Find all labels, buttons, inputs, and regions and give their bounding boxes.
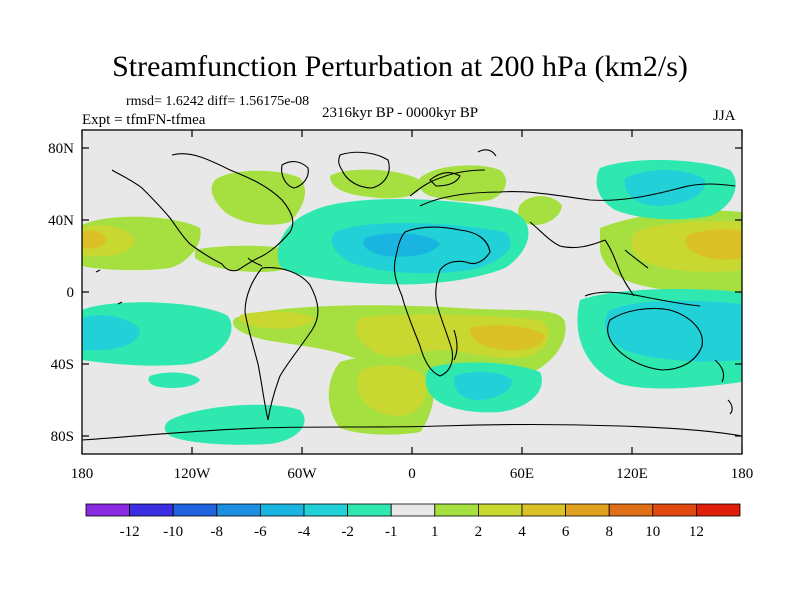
colorbar-label: 4: [518, 524, 526, 540]
contour-field: [82, 130, 742, 454]
colorbar-label: -12: [120, 524, 140, 540]
coastlines: [82, 149, 742, 441]
colorbar-label: 6: [562, 524, 570, 540]
anomaly-4-6-regions: [82, 229, 742, 351]
colorbar-swatch: [696, 503, 741, 517]
chart-title: Streamfunction Perturbation at 200 hPa (…: [112, 50, 688, 83]
colorbar-swatch: [303, 503, 348, 517]
lat-tick-label: 80N: [48, 141, 74, 157]
colorbar: -12 -10 -8 -6 -4 -2 -1 1 2 4 6 8 10 12: [85, 503, 741, 540]
lat-tick-label: 0: [67, 285, 75, 301]
lat-tick-label: 40S: [51, 357, 74, 373]
stats-label: rmsd= 1.6242 diff= 1.56175e-08: [126, 94, 310, 109]
colorbar-swatch: [565, 503, 610, 517]
colorbar-swatch: [652, 503, 697, 517]
colorbar-label: -2: [341, 524, 354, 540]
colorbar-swatch: [85, 503, 130, 517]
lon-tick-label: 120W: [174, 466, 212, 482]
colorbar-swatch: [259, 503, 305, 517]
lat-tick-label: 80S: [51, 429, 74, 445]
colorbar-label: 8: [605, 524, 613, 540]
colorbar-swatch: [347, 503, 392, 517]
lon-tick-label: 60W: [287, 466, 317, 482]
colorbar-label: 1: [431, 524, 439, 540]
experiment-label: Expt = tfmFN-tfmea: [82, 112, 206, 128]
colorbar-swatch: [521, 503, 566, 517]
lon-tick-label: 180: [71, 466, 94, 482]
season-label: JJA: [713, 108, 736, 124]
period-label: 2316kyr BP - 0000kyr BP: [322, 105, 479, 121]
longitude-axis: 180 120W 60W 0 60E 120E 180: [71, 130, 754, 482]
colorbar-label: 2: [475, 524, 483, 540]
colorbar-label: -8: [211, 524, 224, 540]
colorbar-label: -10: [163, 524, 183, 540]
lat-tick-label: 40N: [48, 213, 74, 229]
colorbar-swatch: [608, 503, 654, 517]
colorbar-swatch: [216, 503, 261, 517]
colorbar-label: -6: [254, 524, 267, 540]
colorbar-swatch: [390, 503, 436, 517]
colorbar-label: 12: [689, 524, 704, 540]
colorbar-swatch: [477, 503, 523, 517]
lon-tick-label: 0: [408, 466, 416, 482]
latitude-axis: 80N 40N 0 40S 80S: [48, 141, 742, 445]
colorbar-swatch: [172, 503, 218, 517]
lon-tick-label: 120E: [616, 466, 648, 482]
colorbar-label: 10: [645, 524, 660, 540]
anomaly-neg4-neg6-regions: [363, 233, 440, 257]
lon-tick-label: 60E: [510, 466, 534, 482]
lon-tick-label: 180: [731, 466, 754, 482]
colorbar-swatch: [129, 503, 174, 517]
colorbar-label: -4: [298, 524, 311, 540]
colorbar-label: -1: [385, 524, 398, 540]
colorbar-swatch: [434, 503, 479, 517]
